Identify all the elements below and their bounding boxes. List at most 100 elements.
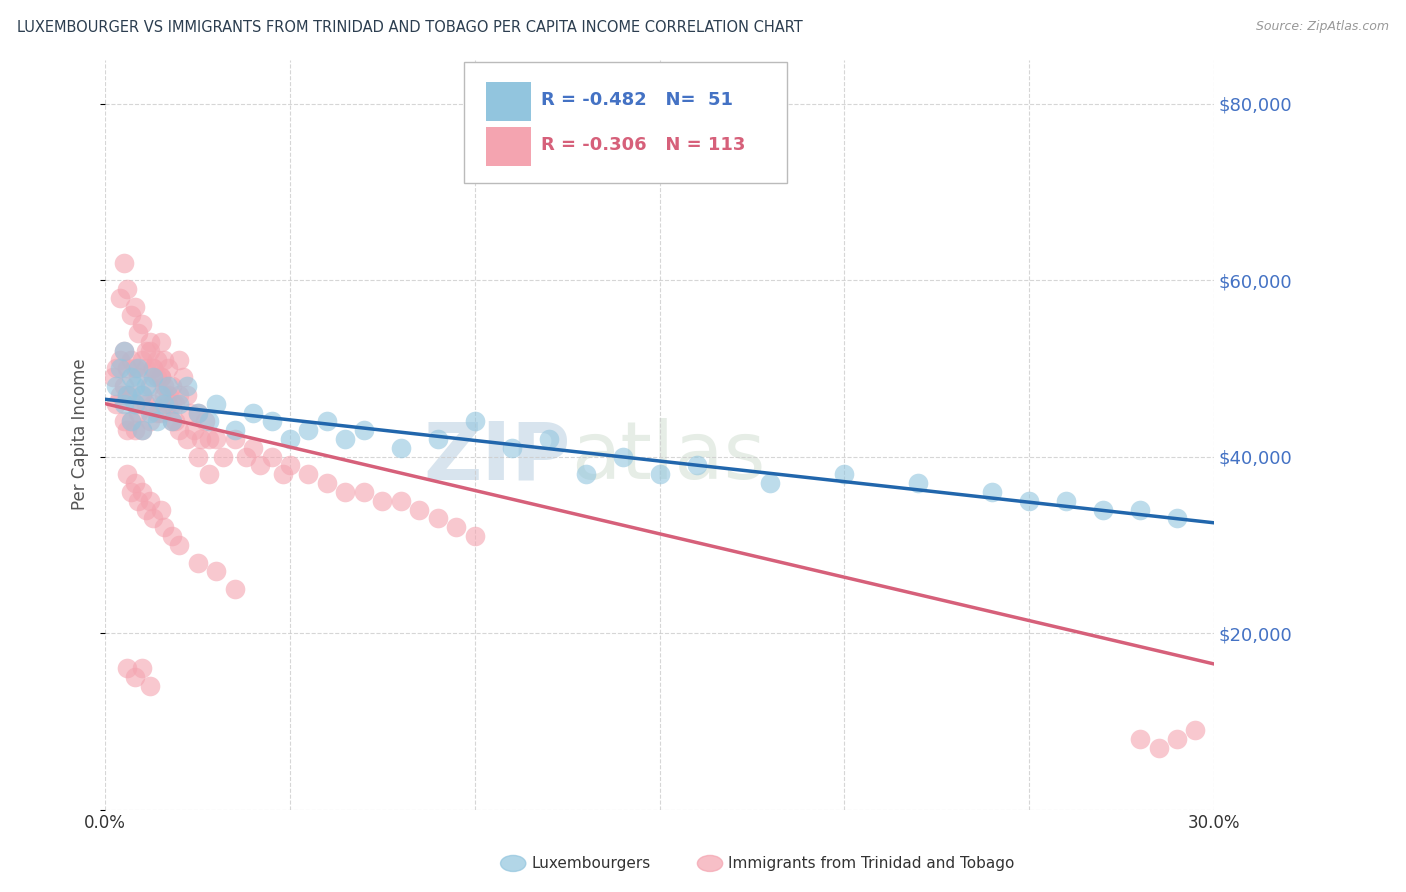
Point (224, 582, 246, 596)
Point (389, 493, 412, 508)
Point (112, 379, 135, 393)
Point (142, 511, 165, 525)
Point (149, 370, 172, 384)
Point (146, 414, 169, 428)
Point (153, 352, 176, 367)
Point (120, 414, 142, 428)
Point (138, 405, 160, 419)
Point (124, 423, 146, 437)
Point (131, 388, 153, 402)
Point (501, 441, 523, 455)
Point (187, 405, 209, 419)
Point (127, 405, 149, 419)
Text: LUXEMBOURGER VS IMMIGRANTS FROM TRINIDAD AND TOBAGO PER CAPITA INCOME CORRELATIO: LUXEMBOURGER VS IMMIGRANTS FROM TRINIDAD… (17, 20, 803, 35)
Point (120, 414, 142, 428)
Point (408, 502, 430, 516)
Y-axis label: Per Capita Income: Per Capita Income (72, 359, 89, 510)
Point (101, 370, 124, 384)
Point (297, 423, 319, 437)
Point (127, 361, 149, 376)
Text: Source: ZipAtlas.com: Source: ZipAtlas.com (1256, 20, 1389, 33)
Point (108, 388, 131, 402)
Point (1129, 502, 1152, 516)
Text: Luxembourgers: Luxembourgers (531, 856, 651, 871)
Point (172, 370, 194, 384)
Point (1166, 731, 1188, 746)
Point (176, 388, 198, 402)
Point (120, 388, 142, 402)
Point (190, 432, 212, 446)
Text: R = -0.306   N = 113: R = -0.306 N = 113 (541, 136, 745, 153)
Point (117, 423, 139, 437)
Point (249, 458, 271, 473)
Point (1129, 731, 1152, 746)
Point (271, 467, 294, 482)
Point (167, 388, 190, 402)
Point (120, 370, 142, 384)
Point (138, 679, 160, 693)
Point (160, 414, 183, 428)
Point (464, 414, 486, 428)
Point (1018, 493, 1040, 508)
Point (146, 370, 169, 384)
Point (176, 379, 198, 393)
Point (353, 423, 375, 437)
Point (316, 414, 339, 428)
Point (108, 361, 131, 376)
Point (179, 405, 201, 419)
Point (242, 405, 264, 419)
Point (335, 484, 357, 499)
Point (117, 661, 139, 675)
Point (316, 476, 339, 491)
Point (537, 432, 560, 446)
Point (124, 361, 146, 376)
Point (167, 538, 190, 552)
Point (242, 441, 264, 455)
Point (353, 484, 375, 499)
Point (142, 361, 165, 376)
Point (167, 352, 190, 367)
Point (112, 343, 135, 358)
Text: Immigrants from Trinidad and Tobago: Immigrants from Trinidad and Tobago (728, 856, 1015, 871)
Point (131, 352, 153, 367)
Point (153, 388, 176, 402)
Text: ZIP: ZIP (423, 418, 571, 496)
Point (278, 458, 301, 473)
Point (112, 414, 135, 428)
Text: R = -0.482   N=  51: R = -0.482 N= 51 (541, 91, 734, 109)
Point (124, 670, 146, 684)
Point (260, 450, 283, 464)
Point (278, 432, 301, 446)
Point (197, 467, 219, 482)
Point (105, 379, 128, 393)
Point (146, 352, 169, 367)
Point (160, 397, 183, 411)
Point (1147, 740, 1170, 755)
Point (149, 388, 172, 402)
Point (131, 661, 153, 675)
Point (138, 334, 160, 349)
Point (834, 467, 856, 482)
Point (612, 450, 634, 464)
Point (117, 388, 139, 402)
Point (120, 484, 142, 499)
Point (1166, 511, 1188, 525)
Point (138, 493, 160, 508)
Point (135, 397, 157, 411)
Point (167, 423, 190, 437)
Point (197, 432, 219, 446)
Point (149, 405, 172, 419)
Point (426, 511, 449, 525)
Point (149, 370, 172, 384)
Point (153, 520, 176, 534)
Point (108, 352, 131, 367)
Point (138, 414, 160, 428)
Point (124, 300, 146, 314)
Point (446, 520, 468, 534)
Point (187, 450, 209, 464)
Point (149, 502, 172, 516)
Point (205, 564, 228, 578)
Point (120, 352, 142, 367)
Point (165, 414, 187, 428)
Point (1054, 493, 1077, 508)
